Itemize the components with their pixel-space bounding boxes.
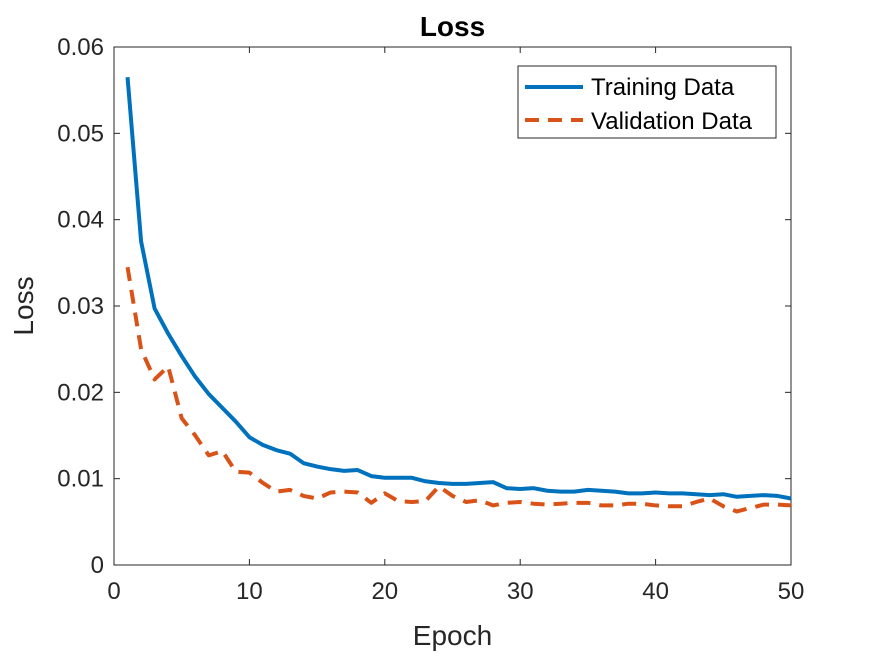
legend: Training Data Validation Data: [517, 65, 777, 139]
legend-training-label: Training Data: [591, 74, 735, 101]
y-tick-label: 0.02: [57, 379, 104, 406]
series-layer: [125, 77, 792, 514]
y-tick-label: 0.01: [57, 466, 104, 493]
legend-box: [517, 65, 777, 139]
y-tick-label: 0: [91, 552, 104, 579]
y-tick-label: 0.03: [57, 293, 104, 320]
y-tick-label: 0.05: [57, 120, 104, 147]
x-axis-label: Epoch: [413, 620, 492, 651]
y-tick-label: 0.04: [57, 207, 104, 234]
x-tick-label: 20: [371, 578, 398, 605]
chart-title: Loss: [420, 11, 485, 42]
series-line-validation: [125, 266, 792, 514]
y-axis-ticks: 0 0.01 0.02 0.03 0.04 0.05 0.06: [57, 34, 791, 579]
y-axis-label: Loss: [8, 276, 39, 335]
x-tick-label: 50: [778, 578, 805, 605]
series-line-training: [125, 77, 792, 501]
x-tick-label: 0: [107, 578, 120, 605]
y-tick-label: 0.06: [57, 34, 104, 61]
x-tick-label: 40: [642, 578, 669, 605]
legend-validation-label: Validation Data: [591, 108, 753, 135]
x-tick-label: 10: [236, 578, 263, 605]
x-tick-label: 30: [507, 578, 534, 605]
x-axis-ticks: 0 10 20 30 40 50: [107, 47, 804, 605]
